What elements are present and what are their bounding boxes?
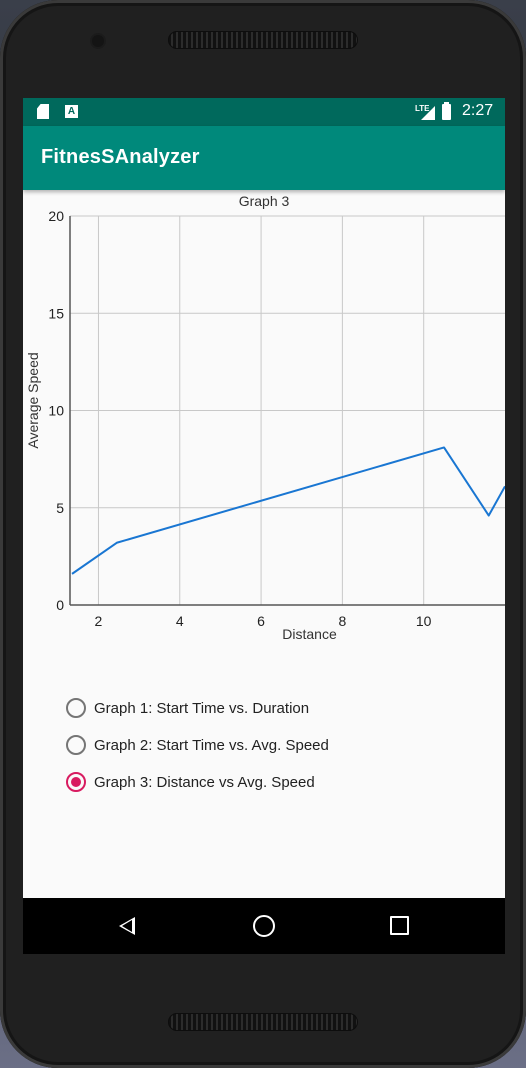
app-bar: FitnesSAnalyzer [23,126,505,190]
sd-card-icon [37,104,49,119]
notification-a-icon: A [65,105,78,118]
radio-graph-2[interactable]: Graph 2: Start Time vs. Avg. Speed [66,731,329,759]
x-tick-label: 10 [416,613,432,629]
app-title: FitnesSAnalyzer [41,146,200,168]
radio-button-graph-3[interactable] [66,772,86,792]
device-screen: A LTE 2:27 FitnesSAnalyzer Graph 3 0 5 10 1… [23,98,505,954]
x-axis-title: Distance [282,626,337,642]
radio-graph-3[interactable]: Graph 3: Distance vs Avg. Speed [66,768,315,796]
top-speaker-grille [168,31,358,49]
radio-button-graph-1[interactable] [66,698,86,718]
line-chart: 0 5 10 15 20 2 4 6 8 10 Distance Average Speed [25,208,505,642]
radio-button-graph-2[interactable] [66,735,86,755]
chart-title: Graph 3 [238,193,290,209]
y-tick-label: 0 [56,597,64,613]
y-tick-label: 10 [48,403,64,419]
recents-square-icon[interactable] [390,916,409,935]
radio-label-graph-1: Graph 1: Start Time vs. Duration [94,699,310,717]
navigation-bar [23,898,505,954]
battery-icon [442,102,451,120]
radio-graph-1[interactable]: Graph 1: Start Time vs. Duration [66,694,309,722]
y-axis-title: Average Speed [25,352,41,448]
home-circle-icon[interactable] [253,915,275,937]
x-tick-label: 4 [176,613,184,629]
status-bar: A LTE 2:27 [23,98,505,126]
series-line [71,446,505,575]
y-tick-label: 20 [48,208,64,224]
y-tick-label: 15 [48,305,64,321]
y-tick-label: 5 [56,500,64,516]
radio-label-graph-2: Graph 2: Start Time vs. Avg. Speed [94,736,329,754]
back-triangle-icon[interactable] [119,917,135,935]
signal-icon [421,106,435,120]
front-camera [92,35,104,47]
x-tick-label: 8 [338,613,346,629]
x-tick-label: 2 [95,613,103,629]
radio-label-graph-3: Graph 3: Distance vs Avg. Speed [94,773,315,791]
bottom-speaker-grille [168,1013,358,1031]
x-tick-label: 6 [257,613,265,629]
clock: 2:27 [462,102,494,119]
